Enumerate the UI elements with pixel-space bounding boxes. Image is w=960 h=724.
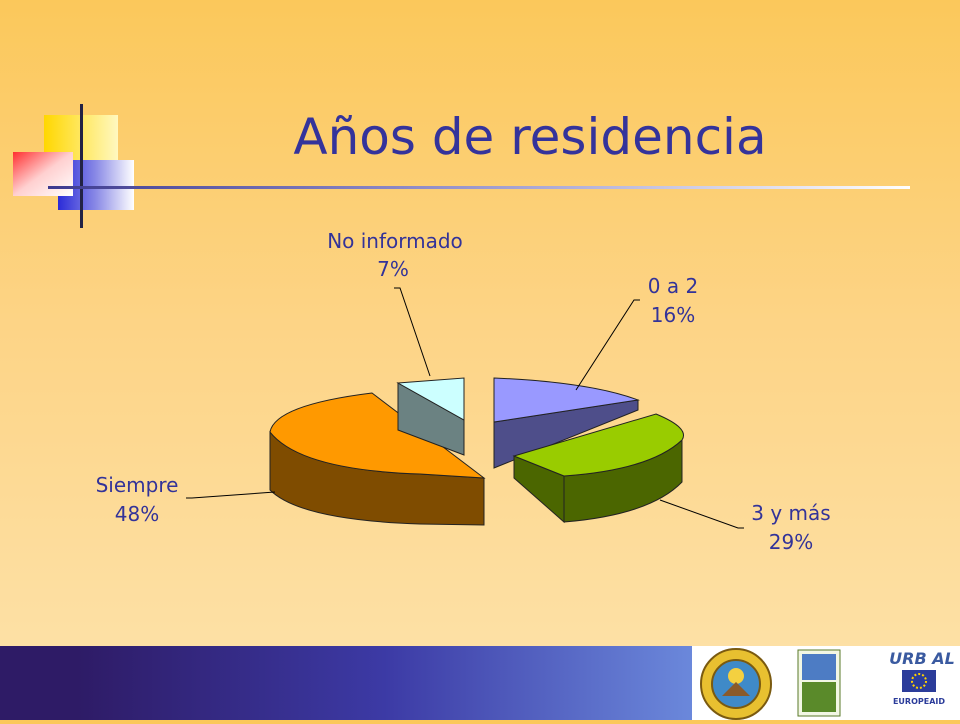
footer-logos: URB AL EUROPEAID xyxy=(692,646,960,720)
leader-siempre xyxy=(186,491,276,499)
slice-3-y-mas-top xyxy=(512,413,684,477)
slice-no-informado-3d xyxy=(396,377,465,456)
urbal-logo: URB AL xyxy=(889,649,955,668)
percent-no-informado: 7% xyxy=(377,257,409,281)
label-no-informado: No informado xyxy=(327,229,463,253)
pie-chart: No informado 7% 0 a 2 16% Siempre 48% 3 … xyxy=(96,229,831,554)
svg-text:URB AL: URB AL xyxy=(889,649,955,668)
decor-vertical-line xyxy=(80,104,83,228)
slide-title: Años de residencia xyxy=(293,108,767,166)
leader-no-informado xyxy=(394,287,431,377)
label-3-y-mas: 3 y más xyxy=(751,501,830,525)
percent-0-a-2: 16% xyxy=(651,303,695,327)
red-14-logo xyxy=(797,649,841,717)
svg-text:EUROPEAID: EUROPEAID xyxy=(893,697,945,706)
leader-3-y-mas xyxy=(659,499,744,529)
title-underline xyxy=(48,186,910,189)
slice-3-y-mas-3d xyxy=(512,413,684,524)
slice-no-informado-top xyxy=(396,377,465,421)
percent-siempre: 48% xyxy=(115,502,159,526)
slice-0-a-2-top xyxy=(493,377,640,423)
municipal-seal-icon xyxy=(700,648,772,720)
europeaid-logo: EUROPEAID xyxy=(893,670,945,706)
percent-3-y-mas: 29% xyxy=(769,530,813,554)
slice-siempre-top xyxy=(269,392,486,479)
leader-0-a-2 xyxy=(575,299,640,391)
label-0-a-2: 0 a 2 xyxy=(648,274,698,298)
slice-siempre-3d xyxy=(269,392,486,526)
label-siempre: Siempre xyxy=(96,473,179,497)
